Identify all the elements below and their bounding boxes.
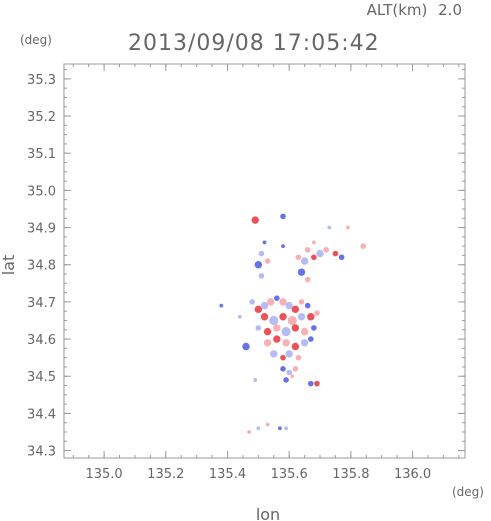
y-tick-label: 34.4 [27, 407, 56, 422]
x-axis-label: lon [256, 505, 280, 521]
data-point [242, 342, 250, 351]
data-point [278, 426, 282, 431]
data-point [269, 315, 279, 326]
data-point [295, 354, 302, 361]
data-point [304, 302, 311, 309]
data-point [254, 305, 263, 314]
data-point [273, 335, 281, 343]
data-point [253, 378, 258, 382]
data-point [256, 426, 261, 431]
data-point [281, 244, 285, 249]
data-point [292, 365, 299, 372]
y-tick-label: 34.7 [27, 296, 56, 311]
data-point [314, 310, 320, 316]
data-point [300, 257, 309, 265]
data-point [279, 298, 287, 306]
data-point [307, 313, 315, 321]
y-axis-label: lat [0, 255, 18, 276]
y-tick-label: 34.8 [27, 259, 56, 274]
data-point [291, 305, 300, 314]
data-point [281, 327, 291, 337]
data-point [327, 225, 332, 230]
data-point [283, 377, 289, 383]
y-tick-label: 34.3 [27, 445, 56, 460]
data-point [311, 325, 317, 331]
data-point [266, 298, 275, 306]
data-point [237, 314, 242, 319]
data-point [264, 258, 271, 264]
y-tick-label: 34.9 [27, 222, 56, 237]
data-point [280, 354, 286, 361]
data-point [263, 339, 272, 347]
y-tick-label: 35.0 [27, 184, 56, 199]
data-point [282, 339, 290, 347]
x-tick-label: 135.8 [332, 467, 369, 482]
data-point [295, 254, 302, 261]
data-point [262, 240, 267, 245]
x-tick-label: 135.4 [209, 467, 246, 482]
data-point [314, 380, 320, 387]
x-tick-label: 135.0 [85, 467, 122, 482]
data-point [285, 301, 293, 310]
data-point [307, 380, 314, 387]
data-point [285, 350, 293, 358]
x-tick-label: 135.2 [147, 467, 184, 482]
data-point [258, 273, 265, 279]
data-point [260, 313, 269, 321]
data-point [307, 336, 314, 342]
data-point [254, 261, 263, 269]
chart-title: 2013/09/08 17:05:42 [128, 31, 380, 56]
data-point [291, 342, 300, 351]
y-tick-label: 35.1 [27, 147, 56, 162]
data-point [270, 350, 278, 358]
data-point [280, 365, 286, 372]
data-point [287, 315, 297, 326]
data-point [284, 426, 288, 431]
x-axis-unit: (deg) [452, 485, 484, 499]
data-point [286, 369, 292, 376]
data-point [273, 324, 281, 332]
y-tick-label: 34.5 [27, 370, 56, 385]
data-point [323, 247, 329, 253]
x-tick-label: 136.0 [394, 467, 431, 482]
x-tick-label: 135.6 [271, 467, 308, 482]
data-point [260, 301, 269, 310]
data-point [280, 213, 286, 220]
data-point [251, 216, 259, 224]
data-point [332, 250, 339, 257]
data-point [304, 247, 311, 253]
data-point [247, 430, 251, 434]
y-tick-label: 35.3 [27, 73, 56, 88]
y-tick-label: 35.2 [27, 110, 56, 125]
data-point [298, 299, 305, 305]
data-point [279, 313, 287, 321]
y-axis-unit: (deg) [20, 33, 52, 47]
data-point [345, 225, 350, 230]
data-point [311, 254, 317, 261]
data-point [360, 243, 367, 249]
data-point [304, 276, 311, 283]
data-point [249, 299, 255, 305]
data-point [274, 295, 280, 301]
data-point [290, 374, 295, 379]
data-point [255, 325, 262, 331]
altitude-label: ALT(km) 2.0 [367, 1, 462, 19]
data-point [338, 254, 345, 261]
data-point [219, 303, 224, 308]
data-point [300, 327, 309, 336]
data-point [265, 422, 270, 427]
y-tick-label: 34.6 [27, 333, 56, 348]
data-point [263, 327, 272, 336]
data-point [316, 249, 324, 258]
data-point [297, 268, 306, 276]
data-point [311, 240, 316, 245]
data-point [297, 313, 306, 321]
data-point [291, 324, 300, 332]
data-point [300, 339, 309, 347]
plot-frame [63, 63, 466, 459]
data-point [258, 250, 265, 257]
